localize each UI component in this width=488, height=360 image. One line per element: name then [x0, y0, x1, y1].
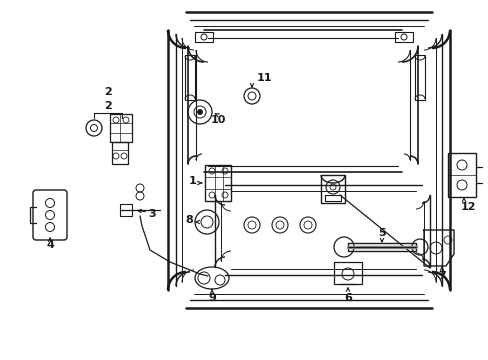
Bar — [195, 32, 213, 42]
Bar — [112, 142, 128, 164]
Bar — [394, 32, 412, 42]
Text: 8: 8 — [185, 215, 192, 225]
Text: 11: 11 — [256, 73, 271, 83]
Text: 10: 10 — [210, 115, 225, 125]
Text: 5: 5 — [377, 228, 385, 238]
Text: 12: 12 — [459, 202, 475, 212]
Text: 2: 2 — [104, 87, 112, 97]
Text: 1: 1 — [189, 176, 197, 186]
Text: 4: 4 — [46, 240, 54, 250]
Bar — [347, 243, 415, 251]
Bar — [110, 114, 132, 142]
Text: 2: 2 — [104, 101, 112, 111]
Circle shape — [197, 109, 202, 114]
Text: 9: 9 — [207, 293, 216, 303]
Bar — [184, 55, 195, 100]
Bar — [414, 55, 424, 100]
Text: 7: 7 — [437, 271, 445, 281]
Text: 3: 3 — [148, 209, 156, 219]
Bar — [204, 165, 230, 201]
Bar — [447, 153, 475, 197]
Bar — [320, 175, 345, 203]
Text: 6: 6 — [344, 293, 351, 303]
Bar — [120, 204, 132, 216]
Bar — [333, 262, 361, 284]
